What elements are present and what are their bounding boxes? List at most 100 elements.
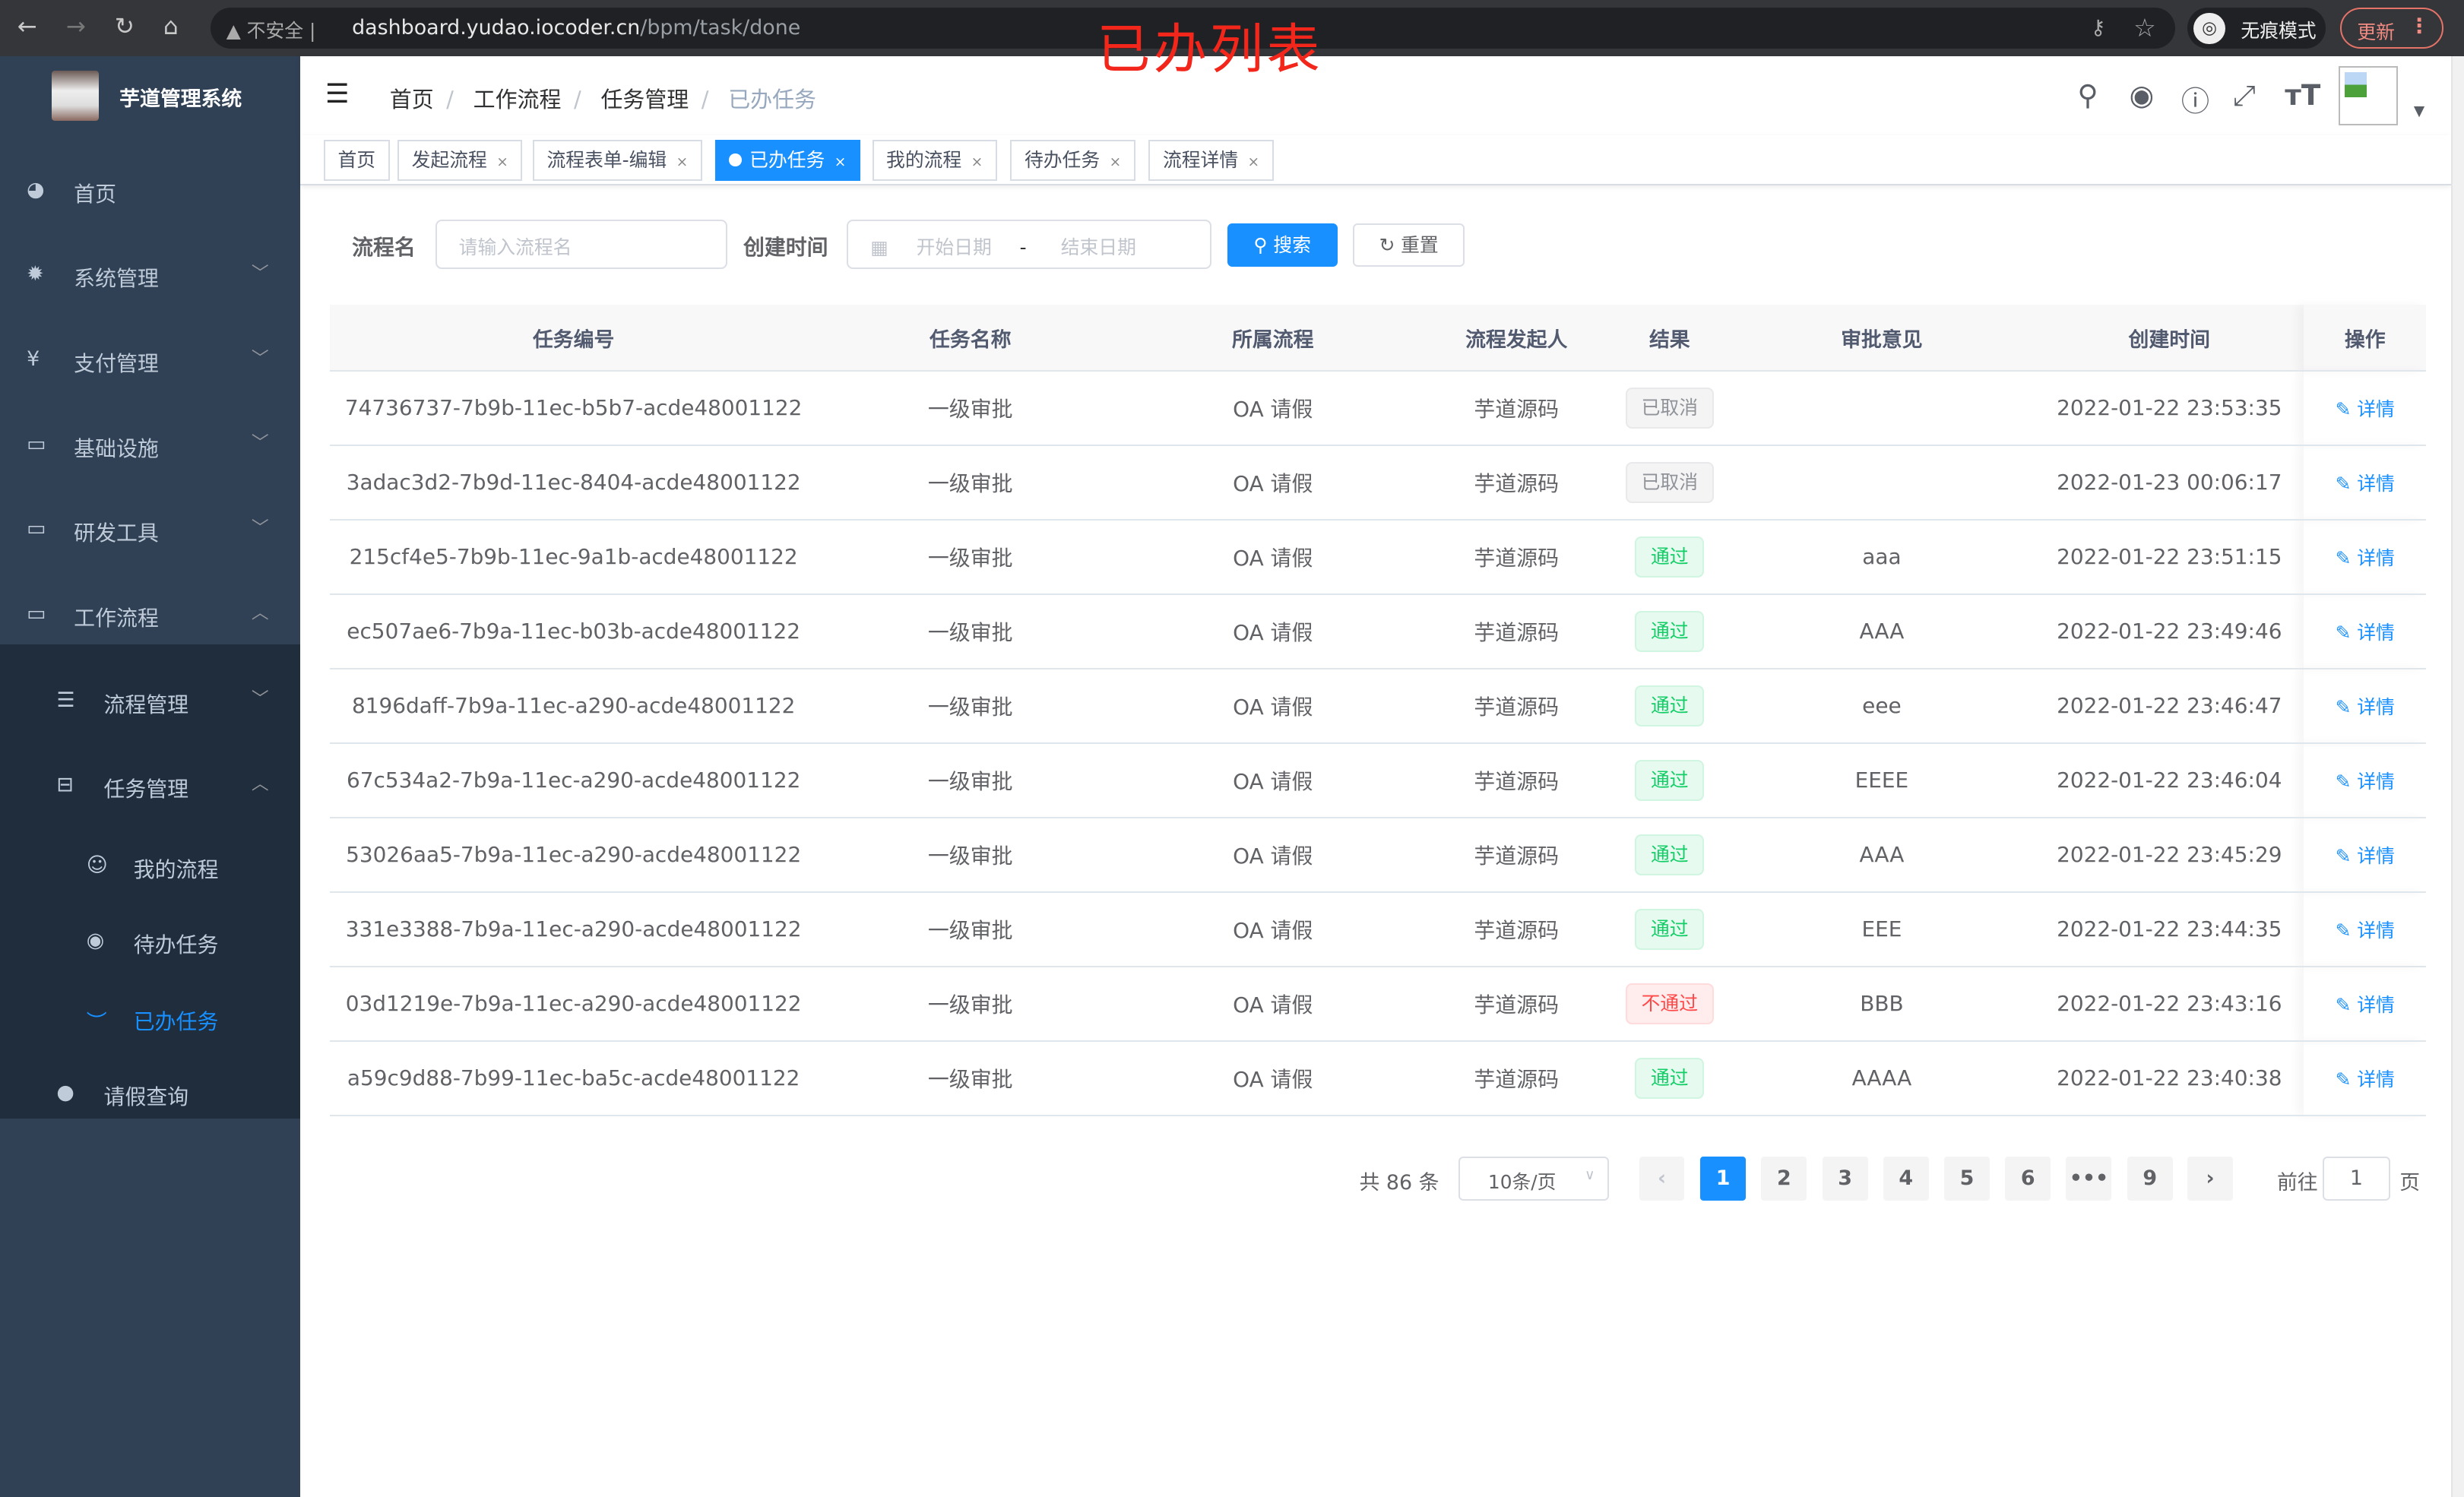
scrollbar[interactable] bbox=[2451, 56, 2464, 1497]
start-date-input[interactable]: 开始日期 bbox=[916, 236, 992, 258]
search-icon[interactable]: ⚲ bbox=[2077, 78, 2098, 112]
chevron-icon: ﹀ bbox=[251, 348, 269, 369]
github-icon[interactable]: ◉ bbox=[2129, 78, 2155, 112]
create-time: 2022-01-23 00:06:17 bbox=[2035, 445, 2304, 521]
sidebar-item-4[interactable]: ▭ 研发工具 ﹀ bbox=[0, 489, 300, 574]
process-name-input[interactable]: 请输入流程名 bbox=[435, 220, 728, 269]
back-icon[interactable]: ← bbox=[17, 12, 37, 40]
table-row: 74736737-7b9b-11ec-b5b7-acde48001122 一级审… bbox=[330, 370, 2427, 446]
page-button[interactable]: 1 bbox=[1700, 1156, 1747, 1201]
page-button[interactable]: 6 bbox=[2005, 1156, 2051, 1201]
refresh-icon: ↻ bbox=[1379, 233, 1401, 256]
sidebar-item-1[interactable]: ✹ 系统管理 ﹀ bbox=[0, 234, 300, 319]
status-badge: 通过 bbox=[1635, 611, 1705, 652]
close-icon[interactable]: × bbox=[1247, 154, 1260, 170]
end-date-input[interactable]: 结束日期 bbox=[1060, 236, 1136, 258]
breadcrumb-item[interactable]: 任务管理 bbox=[600, 86, 689, 112]
sidebar-item-3[interactable]: ▭ 基础设施 ﹀ bbox=[0, 404, 300, 489]
search-button[interactable]: ⚲ 搜索 bbox=[1227, 223, 1338, 267]
comment: EEEE bbox=[1728, 742, 2035, 818]
create-time: 2022-01-22 23:43:16 bbox=[2035, 966, 2304, 1042]
star-icon[interactable]: ☆ bbox=[2133, 12, 2156, 43]
sidebar-item-label: 请假查询 bbox=[103, 1084, 189, 1110]
hamburger-icon[interactable]: ☰ bbox=[325, 78, 350, 110]
reset-button[interactable]: ↻ 重置 bbox=[1353, 223, 1465, 267]
sidebar-item-10[interactable]: ︶ 已办任务 bbox=[0, 977, 300, 1052]
reload-icon[interactable]: ↻ bbox=[114, 12, 135, 40]
prev-page-button[interactable]: ‹ bbox=[1639, 1156, 1685, 1201]
caret-down-icon[interactable]: ▼ bbox=[2413, 103, 2425, 120]
date-range-picker[interactable]: ▦ 开始日期 - 结束日期 bbox=[847, 220, 1212, 269]
page-button[interactable]: ••• bbox=[2066, 1156, 2112, 1201]
next-page-button[interactable]: › bbox=[2187, 1156, 2234, 1201]
close-icon[interactable]: × bbox=[676, 154, 689, 170]
tags-view: 首页 发起流程 × 流程表单-编辑 × 已办任务 × 我的流程 × 待办任务 × 流程详情 × bbox=[299, 135, 2452, 185]
column-header: 任务编号 bbox=[330, 305, 818, 372]
breadcrumb: 首页 / 工作流程 / 任务管理 / 已办任务 bbox=[389, 86, 816, 112]
edit-icon: ✎ bbox=[2335, 919, 2358, 942]
forward-icon[interactable]: → bbox=[65, 12, 86, 40]
close-icon[interactable]: × bbox=[971, 154, 983, 170]
page-size-select[interactable]: 10条/页 ∨ bbox=[1458, 1156, 1610, 1201]
avatar[interactable] bbox=[2338, 65, 2399, 126]
detail-link[interactable]: ✎ 详情 bbox=[2335, 993, 2395, 1016]
detail-link[interactable]: ✎ 详情 bbox=[2335, 1068, 2395, 1090]
task-name: 一级审批 bbox=[817, 891, 1124, 967]
detail-link[interactable]: ✎ 详情 bbox=[2335, 695, 2395, 718]
close-icon[interactable]: × bbox=[1109, 154, 1122, 170]
font-size-icon[interactable]: тT bbox=[2285, 78, 2321, 112]
task-name: 一级审批 bbox=[817, 593, 1124, 669]
incognito-badge[interactable]: ◎ 无痕模式 bbox=[2187, 8, 2326, 49]
sidebar-item-0[interactable]: ◕ 首页 bbox=[0, 149, 300, 234]
browser-toolbar: ← → ↻ ⌂ ▲ 不安全 | dashboard.yudao.iocoder.… bbox=[0, 0, 2464, 57]
task-name: 一级审批 bbox=[817, 817, 1124, 893]
page-button[interactable]: 5 bbox=[1944, 1156, 1990, 1201]
help-icon[interactable]: ⓘ bbox=[2181, 84, 2210, 119]
close-icon[interactable]: × bbox=[496, 154, 508, 170]
process-name: OA 请假 bbox=[1123, 1040, 1423, 1116]
sidebar-item-label: 任务管理 bbox=[103, 777, 189, 802]
detail-link[interactable]: ✎ 详情 bbox=[2335, 472, 2395, 495]
sidebar-item-6[interactable]: ☰ 流程管理 ﹀ bbox=[0, 660, 300, 745]
breadcrumb-item[interactable]: 工作流程 bbox=[473, 86, 562, 112]
detail-link[interactable]: ✎ 详情 bbox=[2335, 546, 2395, 569]
column-header: 所属流程 bbox=[1123, 305, 1423, 372]
detail-link[interactable]: ✎ 详情 bbox=[2335, 397, 2395, 420]
page-button[interactable]: 2 bbox=[1761, 1156, 1807, 1201]
tag-0[interactable]: 首页 bbox=[323, 140, 390, 181]
page-button[interactable]: 3 bbox=[1822, 1156, 1868, 1201]
sidebar-item-11[interactable]: ● 请假查询 bbox=[0, 1052, 300, 1138]
chevron-down-icon: ∨ bbox=[1585, 1167, 1595, 1184]
sidebar-item-5[interactable]: ▭ 工作流程 ︿ bbox=[0, 574, 300, 659]
sidebar-item-7[interactable]: ⊟ 任务管理 ︿ bbox=[0, 745, 300, 830]
task-id: 3adac3d2-7b9d-11ec-8404-acde48001122 bbox=[330, 445, 818, 521]
page-button[interactable]: 4 bbox=[1883, 1156, 1929, 1201]
tag-2[interactable]: 流程表单-编辑 × bbox=[532, 140, 702, 181]
detail-link[interactable]: ✎ 详情 bbox=[2335, 919, 2395, 942]
key-icon[interactable]: ⚷ bbox=[2090, 15, 2106, 40]
tag-5[interactable]: 待办任务 × bbox=[1010, 140, 1135, 181]
update-button[interactable]: 更新 ⋮ bbox=[2339, 8, 2444, 49]
column-header: 结果 bbox=[1610, 305, 1729, 372]
detail-link[interactable]: ✎ 详情 bbox=[2335, 621, 2395, 644]
close-icon[interactable]: × bbox=[834, 154, 847, 170]
user-icon: ● bbox=[56, 1081, 74, 1105]
column-header: 审批意见 bbox=[1728, 305, 2035, 372]
url: dashboard.yudao.iocoder.cn/bpm/task/done bbox=[352, 15, 801, 40]
tag-3[interactable]: 已办任务 × bbox=[714, 140, 860, 181]
task-name: 一级审批 bbox=[817, 966, 1124, 1042]
breadcrumb-item[interactable]: 首页 bbox=[389, 86, 434, 112]
page-button[interactable]: 9 bbox=[2127, 1156, 2173, 1201]
tag-4[interactable]: 我的流程 × bbox=[872, 140, 997, 181]
sidebar-item-9[interactable]: ◉ 待办任务 bbox=[0, 900, 300, 976]
tag-1[interactable]: 发起流程 × bbox=[397, 140, 523, 181]
fullscreen-icon[interactable]: ⤢ bbox=[2233, 78, 2256, 112]
detail-link[interactable]: ✎ 详情 bbox=[2335, 844, 2395, 867]
address-bar[interactable]: ▲ 不安全 | dashboard.yudao.iocoder.cn/bpm/t… bbox=[211, 8, 2175, 49]
sidebar-item-8[interactable]: ☺ 我的流程 bbox=[0, 824, 300, 900]
sidebar-item-2[interactable]: ¥ 支付管理 ﹀ bbox=[0, 319, 300, 404]
tag-6[interactable]: 流程详情 × bbox=[1148, 140, 1274, 181]
goto-page-input[interactable]: 1 bbox=[2322, 1156, 2390, 1201]
home-icon[interactable]: ⌂ bbox=[163, 12, 179, 40]
detail-link[interactable]: ✎ 详情 bbox=[2335, 770, 2395, 793]
